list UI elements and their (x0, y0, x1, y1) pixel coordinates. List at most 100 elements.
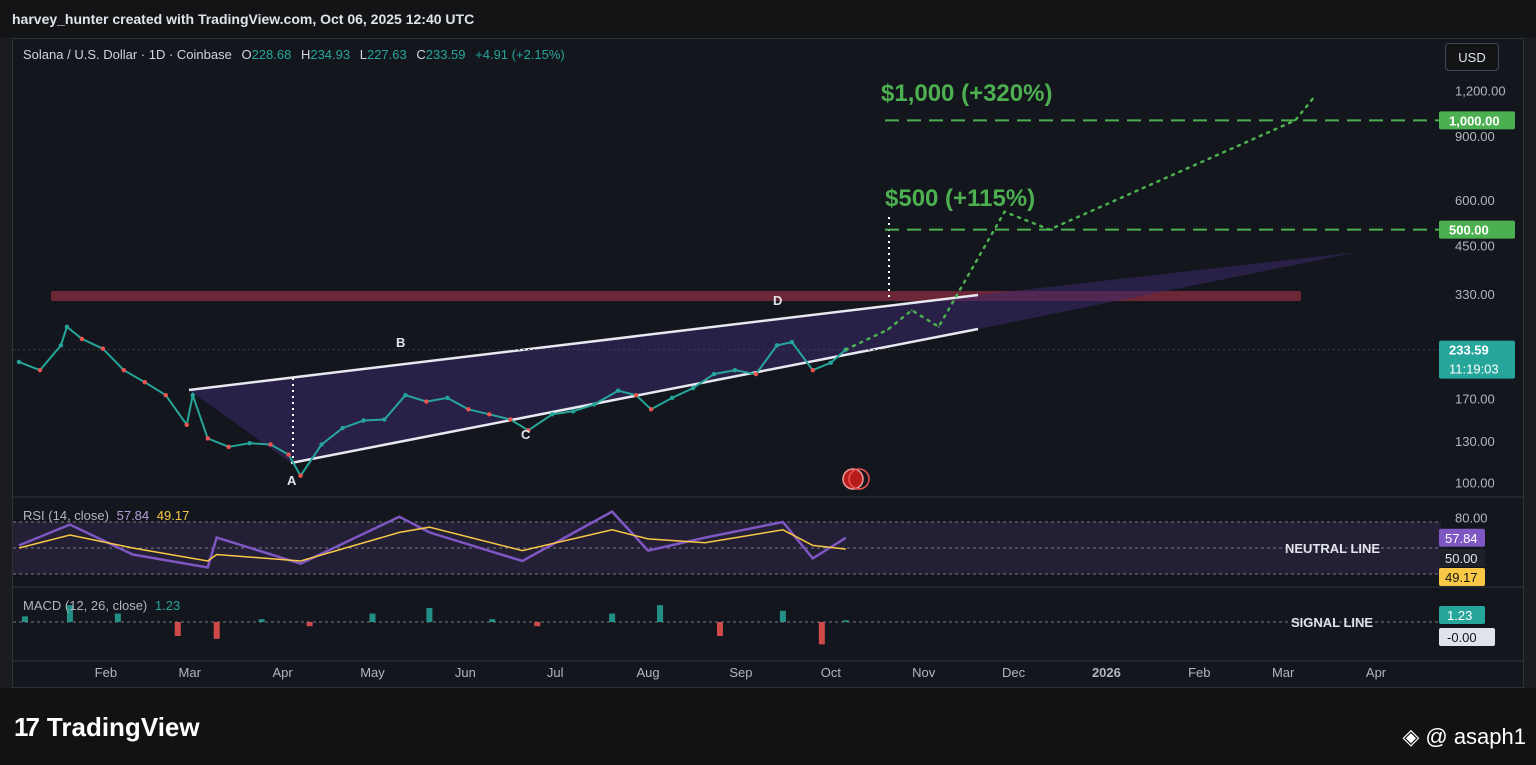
time-tick-label: Dec (1002, 665, 1026, 680)
currency-button[interactable]: USD (1445, 43, 1499, 71)
price-point (403, 392, 408, 398)
rsi-neutral-badge (1439, 549, 1485, 567)
open-value: 228.68 (251, 47, 292, 62)
macd-histogram-bar (842, 620, 849, 622)
rsi-legend[interactable]: RSI (14, close) 57.84 49.17 (23, 508, 189, 523)
price-point (382, 417, 387, 422)
price-point (690, 385, 696, 391)
time-tick-label: Mar (1272, 665, 1295, 680)
time-tick-label: Feb (1188, 665, 1210, 680)
symbol-name[interactable]: Solana / U.S. Dollar · 1D · Coinbase (23, 47, 232, 62)
projection-path (844, 97, 1315, 351)
price-point (487, 412, 492, 417)
pattern-point-label: C (521, 427, 531, 442)
chart-pane[interactable]: $1,000 (+320%) $500 (+115%) A B C D 1,200.00 90… (12, 38, 1524, 688)
tradingview-wordmark: TradingView (46, 712, 200, 742)
rsi-legend-title: RSI (14, close) (23, 508, 109, 523)
price-point (526, 428, 531, 433)
macd-histogram-bar (174, 622, 181, 636)
time-tick-label: 2026 (1092, 665, 1121, 680)
projection-point (1048, 228, 1051, 231)
time-tick-label: Jul (547, 665, 564, 680)
top-bar: harvey_hunter created with TradingView.c… (0, 0, 1536, 38)
price-point (466, 407, 471, 412)
price-point (184, 422, 189, 427)
low-label: L (359, 47, 367, 62)
signal-value-badge (1439, 628, 1495, 646)
price-point (163, 392, 168, 398)
price-tick-label: 600.00 (1455, 193, 1495, 208)
price-point (247, 441, 252, 446)
price-point (79, 336, 85, 342)
macd-histogram-bar (369, 613, 376, 622)
us-event-flag-icon (842, 468, 864, 490)
macd-histogram-bar (213, 622, 220, 639)
price-level-badge-value: 233.59 (1449, 343, 1489, 358)
price-tick-label: 900.00 (1455, 129, 1495, 144)
chart-canvas[interactable]: $1,000 (+320%) $500 (+115%) A B C D 1,200.00 90… (13, 39, 1524, 688)
pattern-point-label: D (773, 293, 782, 308)
close-value: 233.59 (425, 47, 466, 62)
price-series-line (18, 325, 847, 478)
macd-histogram-bar (818, 622, 825, 645)
time-tick-label: Feb (95, 665, 117, 680)
footer: 17 TradingView ◈ @ asaph1 (0, 688, 1536, 765)
resistance-zone (51, 291, 1301, 301)
tradingview-logo[interactable]: 17 TradingView (14, 712, 200, 743)
snapshot-title: harvey_hunter created with TradingView.c… (12, 11, 475, 27)
price-point (828, 360, 834, 365)
symbol-legend: Solana / U.S. Dollar · 1D · Coinbase O22… (23, 47, 565, 62)
time-tick-label: Apr (1366, 665, 1387, 680)
projection-point (1003, 210, 1006, 213)
rsi-legend-value: 57.84 (116, 508, 150, 523)
price-point (319, 442, 324, 447)
price-point (298, 473, 303, 478)
macd-histogram-bar (21, 616, 28, 622)
projection-point (1312, 97, 1314, 100)
projection-point (886, 328, 889, 331)
price-point (268, 442, 273, 447)
us-event-flag-ring-icon (848, 468, 870, 490)
price-tick-label: 1,200.00 (1455, 84, 1506, 99)
price-point (508, 417, 513, 422)
price-point (37, 368, 43, 373)
low-value: 227.63 (366, 47, 407, 62)
price-point (16, 359, 22, 365)
macd-histogram-bar (306, 622, 313, 627)
price-point (205, 436, 210, 441)
price-point (633, 392, 639, 398)
macd-histogram-bar (609, 613, 616, 622)
pattern-point-label: A (287, 473, 297, 488)
macd-histogram-bar (657, 605, 664, 622)
rsi-ma-badge (1439, 568, 1485, 586)
price-point (142, 379, 148, 385)
price-point (648, 407, 654, 412)
price-point (669, 395, 675, 401)
price-point (286, 452, 291, 457)
time-tick-label: Nov (912, 665, 936, 680)
time-tick-label: Oct (821, 665, 842, 680)
price-tick-label: 330.00 (1455, 287, 1495, 302)
macd-histogram-bar (489, 619, 496, 622)
price-point (774, 343, 780, 348)
rsi-ma-line (18, 526, 846, 562)
macd-histogram-bar (716, 622, 723, 636)
macd-legend[interactable]: MACD (12, 26, close) 1.23 (23, 598, 180, 613)
price-point (753, 371, 759, 377)
macd-histogram-bar (114, 613, 121, 622)
time-tick-label: Jun (455, 665, 476, 680)
signal-value-badge-text: -0.00 (1447, 630, 1477, 645)
price-point (445, 395, 450, 401)
time-tick-label: Sep (729, 665, 752, 680)
price-tick-label: 100.00 (1455, 475, 1495, 490)
high-value: 234.93 (310, 47, 351, 62)
target-label-500: $500 (+115%) (885, 185, 1035, 212)
author-handle: @ asaph1 (1425, 724, 1526, 749)
projection-point (845, 348, 847, 351)
time-tick-label: Apr (272, 665, 293, 680)
price-point (190, 392, 195, 398)
countdown-label: 11:19:03 (1449, 362, 1499, 377)
price-point (789, 339, 795, 345)
macd-legend-value: 1.23 (154, 598, 181, 613)
macd-histogram-bar (779, 610, 786, 622)
